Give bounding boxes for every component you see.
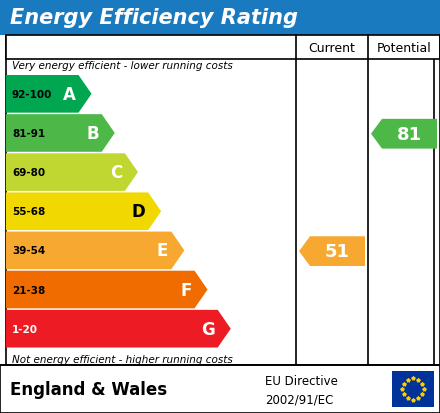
- Text: 2002/91/EC: 2002/91/EC: [265, 392, 334, 405]
- Bar: [0, 0, 440, 36]
- Polygon shape: [6, 154, 138, 192]
- Text: A: A: [62, 85, 76, 104]
- Text: Not energy efficient - higher running costs: Not energy efficient - higher running co…: [12, 354, 233, 364]
- Text: 51: 51: [325, 242, 350, 261]
- Polygon shape: [6, 193, 161, 230]
- Text: F: F: [180, 281, 191, 299]
- Text: 81: 81: [397, 126, 422, 143]
- Text: 81-91: 81-91: [12, 129, 45, 139]
- Text: 39-54: 39-54: [12, 246, 45, 256]
- Text: Energy Efficiency Rating: Energy Efficiency Rating: [10, 8, 298, 28]
- Polygon shape: [6, 232, 184, 270]
- Text: Current: Current: [308, 41, 356, 55]
- Polygon shape: [299, 237, 365, 266]
- Text: 55-68: 55-68: [12, 207, 45, 217]
- Text: 1-20: 1-20: [12, 324, 38, 334]
- Polygon shape: [6, 271, 208, 309]
- Bar: [392, 371, 434, 407]
- Text: England & Wales: England & Wales: [10, 380, 167, 398]
- Text: EU Directive: EU Directive: [265, 374, 338, 387]
- Text: D: D: [132, 203, 145, 221]
- Bar: [0, 365, 440, 413]
- Text: B: B: [86, 125, 99, 142]
- Polygon shape: [6, 115, 115, 152]
- Bar: [6, 36, 440, 60]
- Text: 92-100: 92-100: [12, 90, 52, 100]
- Text: C: C: [110, 164, 122, 182]
- Text: Potential: Potential: [377, 41, 431, 55]
- Text: 21-38: 21-38: [12, 285, 45, 295]
- Text: E: E: [157, 242, 169, 260]
- Polygon shape: [6, 76, 92, 113]
- Text: Very energy efficient - lower running costs: Very energy efficient - lower running co…: [12, 61, 233, 71]
- Bar: [6, 36, 434, 365]
- Text: G: G: [201, 320, 215, 338]
- Text: 69-80: 69-80: [12, 168, 45, 178]
- Polygon shape: [6, 310, 231, 348]
- Polygon shape: [371, 119, 437, 149]
